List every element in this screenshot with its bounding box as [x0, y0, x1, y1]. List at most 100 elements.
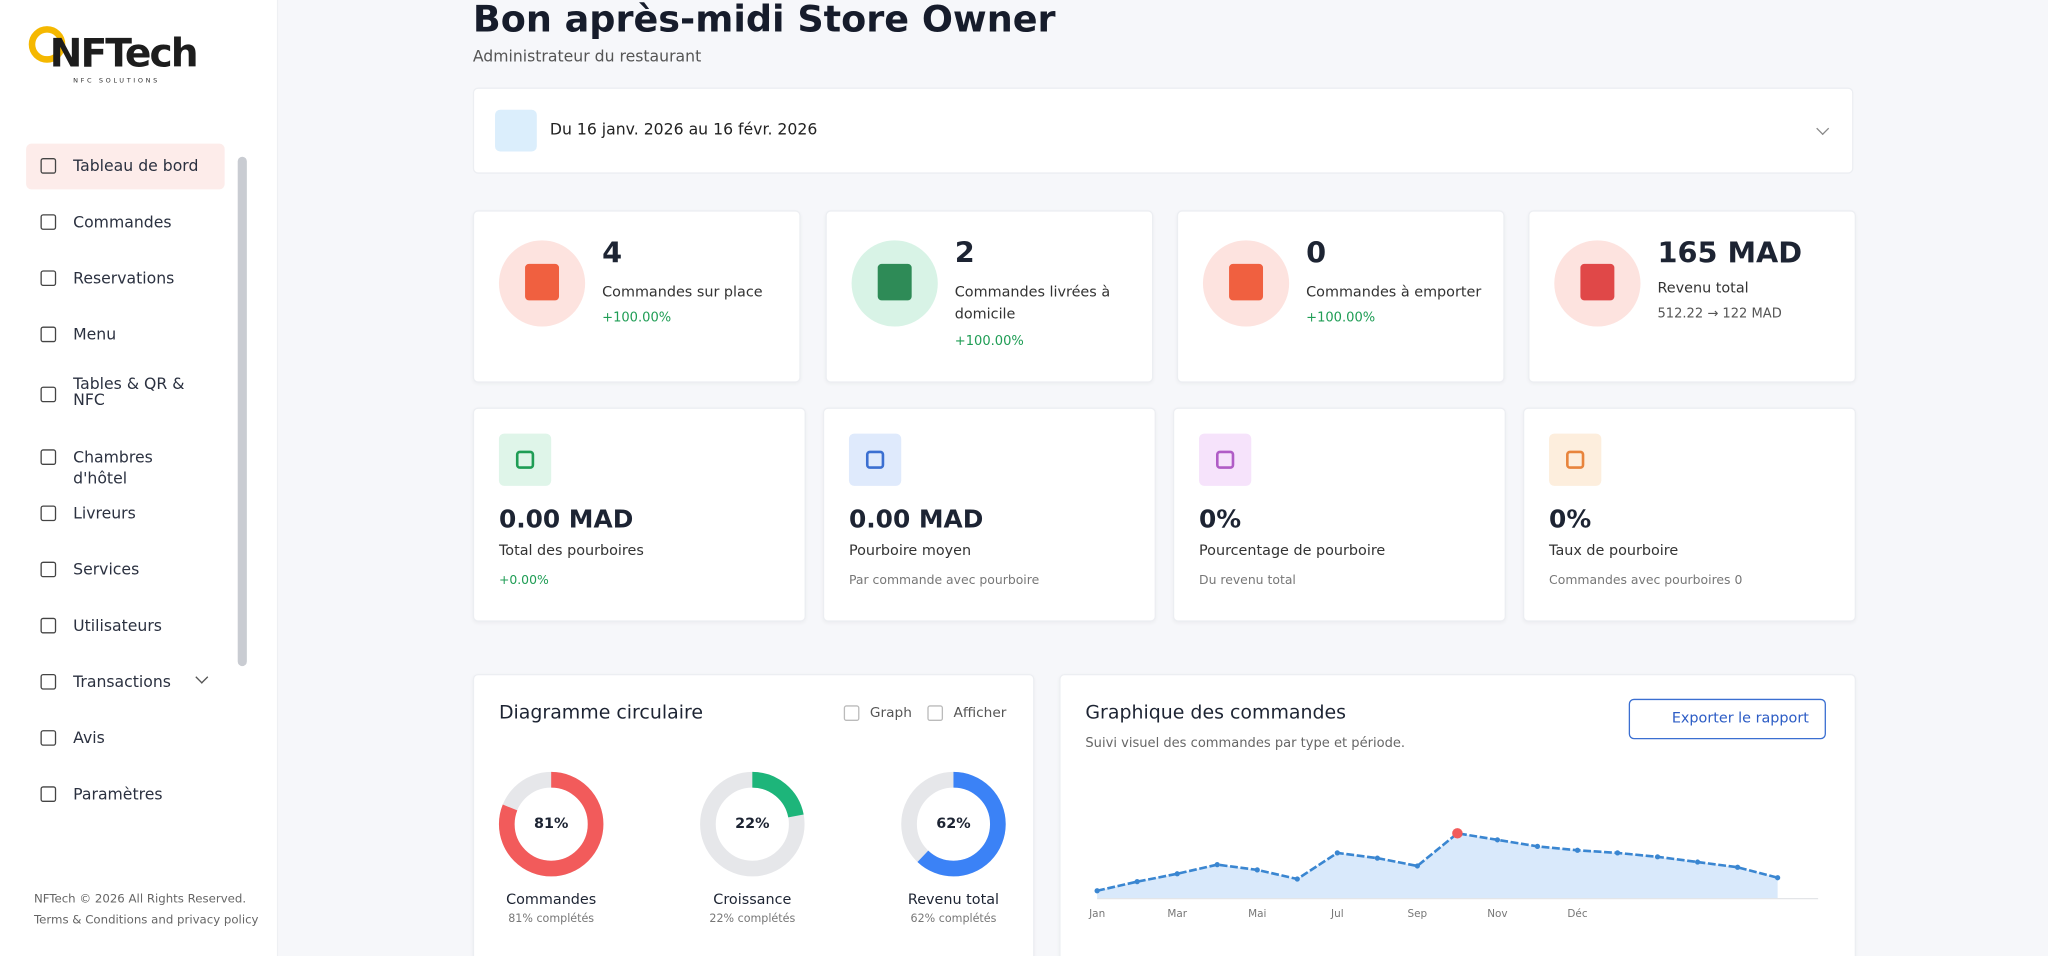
checkbox[interactable] [927, 705, 944, 721]
tip-icon [1549, 433, 1602, 486]
nav-icon [40, 730, 57, 746]
tip-value: 0.00 MAD [848, 505, 984, 535]
point [1694, 859, 1701, 865]
tip-label: Pourcentage de pourboire [1199, 542, 1386, 560]
date-bar[interactable] [472, 87, 1854, 174]
page-subtitle: Administrateur du restaurant [472, 47, 702, 66]
nav-item[interactable]: Avis [73, 728, 105, 748]
stat-icon-glyph [1229, 263, 1264, 301]
stat-change: 512.22 → 122 MAD [1657, 306, 1782, 322]
tip-note: Commandes avec pourboires 0 [1549, 573, 1743, 588]
x-tick-label: Déc [1567, 908, 1587, 920]
footer-text: Terms & Conditions and privacy policy [33, 914, 259, 928]
tip-label: Total des pourboires [498, 542, 644, 560]
donut-arc [498, 771, 604, 877]
scrollbar [237, 156, 247, 667]
nav-icon [40, 561, 57, 578]
checkbox-label: Graph [869, 705, 912, 721]
tip-value: 0% [1199, 505, 1242, 535]
tip-note: Du revenu total [1199, 573, 1296, 588]
export-button-text: Exporter le rapport [1671, 709, 1809, 727]
nav-item[interactable]: Tables & QR & NFC [73, 374, 185, 409]
donut-arc [700, 771, 805, 877]
point [1775, 875, 1781, 881]
stat-label: Commandes livrées à domicile [954, 283, 1111, 323]
nav-item[interactable]: Commandes [73, 212, 172, 232]
point [1614, 850, 1621, 856]
donut-arc [901, 771, 1006, 877]
tip-note: Par commande avec pourboire [848, 573, 1040, 588]
nav-icon [40, 505, 57, 522]
donut-caption: 81% complétés [508, 912, 595, 927]
area [1097, 833, 1778, 899]
donut-caption: 62% complétés [910, 912, 997, 927]
point [1494, 837, 1501, 843]
point [1574, 847, 1581, 853]
stat-value: 0 [1306, 237, 1327, 271]
logo: NFTech [49, 31, 199, 78]
nav-item[interactable]: Tableau de bord [73, 156, 199, 176]
point [1254, 867, 1260, 873]
stat-icon-glyph [525, 263, 560, 301]
stat-icon-glyph [877, 263, 912, 301]
point [1294, 876, 1300, 882]
pie-title: Diagramme circulaire [498, 702, 703, 724]
nav-icon [40, 786, 57, 802]
point [1214, 862, 1220, 868]
checkbox[interactable] [843, 705, 860, 721]
point [1654, 854, 1661, 860]
nav-item[interactable]: Menu [73, 325, 117, 344]
x-tick-label: Jan [1088, 908, 1105, 920]
donut-value: 62% [936, 815, 971, 832]
donut [498, 771, 604, 877]
tip-value: 0.00 MAD [498, 505, 634, 535]
point [1734, 864, 1741, 870]
point [1534, 843, 1541, 849]
tip-label: Pourboire moyen [848, 542, 972, 560]
tip-note: +0.00% [498, 573, 549, 588]
line-chart: Jan Mar Mai Jul Sep Nov Déc [1088, 828, 1819, 920]
nav-item[interactable]: Chambres d'hôtel [73, 447, 153, 488]
donut [901, 771, 1006, 877]
tip-card [472, 407, 806, 622]
donut-value: 81% [533, 815, 569, 832]
date-icon [495, 109, 537, 152]
nav-item[interactable]: Paramètres [73, 784, 163, 804]
point [1174, 871, 1180, 877]
nav-item[interactable]: Livreurs [73, 504, 136, 523]
tip-label: Taux de pourboire [1549, 542, 1679, 560]
orders-title: Graphique des commandes [1085, 702, 1347, 724]
nav-active-bg [26, 143, 225, 190]
tip-icon-glyph [515, 450, 535, 469]
orders-subtitle: Suivi visuel des commandes par type et p… [1085, 736, 1406, 752]
page-title: Bon après-midi Store Owner [472, 0, 1056, 41]
stat-value: 4 [602, 237, 623, 271]
stat-value: 2 [954, 237, 975, 271]
donut-label: Croissance [713, 890, 792, 908]
nav-item[interactable]: Services [73, 560, 140, 579]
x-tick-label: Sep [1408, 908, 1428, 920]
tip-icon [848, 433, 902, 486]
nav-item[interactable]: Reservations [73, 269, 175, 288]
donut [700, 771, 805, 877]
point [1134, 879, 1140, 885]
nav-item[interactable]: Utilisateurs [73, 616, 162, 635]
nav-icon [40, 214, 57, 230]
date-text: Du 16 janv. 2026 au 16 févr. 2026 [549, 120, 818, 139]
donut-caption: 22% complétés [709, 912, 796, 927]
x-tick-label: Mar [1167, 908, 1187, 920]
point [1094, 888, 1100, 894]
x-tick-label: Mai [1248, 908, 1266, 920]
nav-icon [40, 270, 57, 287]
nav-icon [40, 449, 57, 465]
stat-change: +100.00% [1306, 310, 1376, 326]
export-button[interactable] [1628, 698, 1826, 740]
nav-item[interactable]: Transactions [73, 672, 171, 691]
stat-label: Revenu total [1657, 279, 1749, 297]
stat-icon-glyph [1580, 263, 1615, 301]
line [1096, 831, 1778, 893]
footer-text: NFTech © 2026 All Rights Reserved. [33, 893, 247, 907]
point [1414, 863, 1420, 869]
